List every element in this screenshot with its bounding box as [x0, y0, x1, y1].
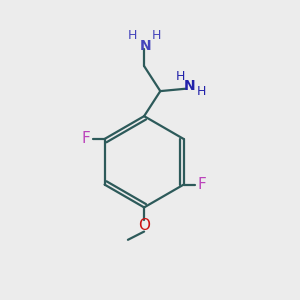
Text: H: H: [152, 29, 161, 42]
Text: N: N: [140, 39, 152, 53]
Text: F: F: [82, 131, 91, 146]
Text: O: O: [138, 218, 150, 233]
Text: N: N: [183, 79, 195, 93]
Text: H: H: [128, 29, 138, 42]
Text: H: H: [176, 70, 185, 83]
Text: F: F: [197, 177, 206, 192]
Text: H: H: [196, 85, 206, 98]
